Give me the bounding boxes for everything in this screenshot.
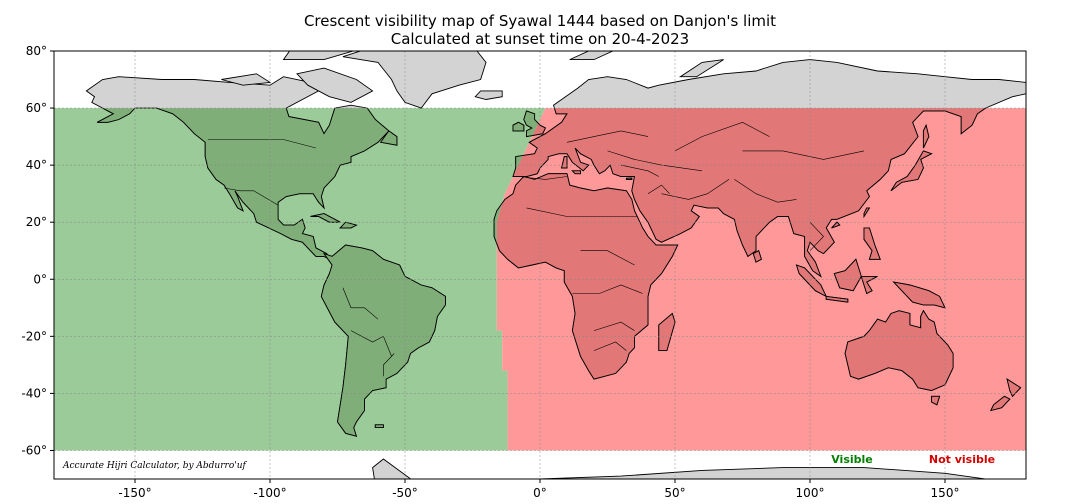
land-visible-ireland bbox=[512, 121, 525, 132]
y-tick-label: 80° bbox=[26, 44, 47, 58]
land-notvisible-java bbox=[825, 295, 849, 303]
land-notvisible-africa bbox=[496, 173, 679, 380]
land-visible-hispaniola bbox=[339, 221, 358, 229]
chart-subtitle: Calculated at sunset time on 20-4-2023 bbox=[390, 30, 690, 48]
y-tick-label: -20° bbox=[21, 329, 47, 343]
x-tick-label: -150° bbox=[118, 486, 151, 500]
land-notvisible-cyprus bbox=[625, 177, 633, 180]
border-line bbox=[809, 221, 824, 251]
gridlines bbox=[54, 51, 1026, 479]
border-line bbox=[620, 164, 659, 177]
land-notvisible-sri-lanka bbox=[752, 250, 762, 263]
land-notvisible-philippines bbox=[863, 227, 881, 260]
y-tick-label: 20° bbox=[26, 215, 47, 229]
x-tick-label: -100° bbox=[253, 486, 286, 500]
land-visible-newfoundland bbox=[379, 130, 398, 146]
chart-title: Crescent visibility map of Syawal 1444 b… bbox=[303, 12, 777, 30]
land-novaya-zemlya bbox=[678, 59, 724, 78]
land-notvisible-eurasia bbox=[512, 108, 1026, 278]
x-tick-label: -50° bbox=[392, 486, 418, 500]
land-antarctica bbox=[372, 458, 989, 479]
land-notvisible-new-guinea bbox=[892, 281, 946, 309]
land-not-visible-tint bbox=[496, 108, 1026, 412]
border-line bbox=[350, 330, 392, 357]
y-tick-label: 0° bbox=[33, 272, 47, 286]
land-svalbard bbox=[569, 51, 614, 61]
land-notvisible-sulawesi bbox=[860, 275, 878, 295]
y-tick-label: 40° bbox=[26, 158, 47, 172]
land-visible-north-america bbox=[85, 108, 390, 261]
land-ellesmere bbox=[282, 51, 355, 61]
land-baffin bbox=[296, 67, 374, 103]
border-line bbox=[342, 287, 379, 320]
y-tick-label: -40° bbox=[21, 386, 47, 400]
land-victoria bbox=[221, 73, 272, 86]
border-line bbox=[518, 176, 568, 180]
land-iceland bbox=[474, 90, 503, 100]
land-notvisible-japan bbox=[890, 150, 933, 192]
land-notvisible-tasmania bbox=[931, 395, 941, 406]
land-notvisible-madagascar bbox=[658, 312, 676, 352]
land-greenland bbox=[342, 51, 487, 109]
land-notvisible-hainan bbox=[831, 221, 841, 229]
land-notvisible-taiwan bbox=[863, 207, 871, 219]
border-line bbox=[207, 139, 316, 149]
legend-visible: Visible bbox=[831, 453, 873, 466]
border-line bbox=[607, 150, 703, 172]
y-axis: 80° 60° 40° 20° 0° -20° -40° -60° bbox=[21, 44, 54, 457]
border-line bbox=[593, 321, 635, 331]
border-line bbox=[224, 187, 279, 206]
border-line bbox=[383, 353, 395, 377]
x-tick-label: 100° bbox=[796, 486, 825, 500]
x-tick-label: 0° bbox=[533, 486, 547, 500]
border-line bbox=[674, 121, 770, 152]
legend-not-visible: Not visible bbox=[929, 453, 995, 466]
x-tick-label: 150° bbox=[931, 486, 960, 500]
land-visible-falklands bbox=[374, 424, 384, 429]
border-line bbox=[580, 250, 635, 266]
border-line bbox=[593, 341, 627, 351]
land-notvisible-new-zealand-s bbox=[990, 395, 1011, 412]
x-axis: -150° -100° -50° 0° 50° 100° 150° bbox=[118, 479, 959, 500]
border-line bbox=[526, 207, 638, 217]
land-notvisible-new-zealand-n bbox=[1006, 378, 1022, 398]
border-line bbox=[742, 150, 865, 160]
land-notvisible-sakhalin bbox=[922, 123, 930, 149]
land-notvisible-australia bbox=[844, 309, 954, 391]
continents bbox=[85, 51, 1026, 479]
y-tick-label: -60° bbox=[21, 443, 47, 457]
land-visible-south-america bbox=[320, 244, 446, 437]
border-line bbox=[566, 130, 649, 143]
border-line bbox=[572, 284, 643, 294]
y-tick-label: 60° bbox=[26, 101, 47, 115]
border-line bbox=[647, 184, 670, 194]
x-tick-label: 50° bbox=[664, 486, 685, 500]
land-notvisible-sicily bbox=[571, 170, 581, 175]
credit-text: Accurate Hijri Calculator, by Abdurro'uf bbox=[62, 461, 248, 471]
map-plot-area bbox=[54, 51, 1026, 479]
border-line bbox=[734, 179, 797, 203]
